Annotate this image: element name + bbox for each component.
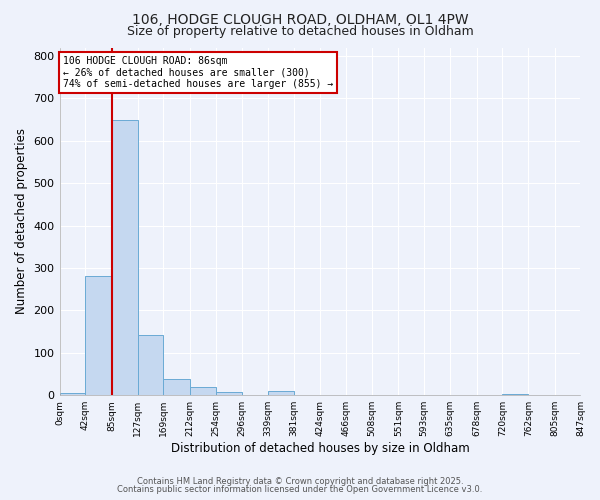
Text: Contains public sector information licensed under the Open Government Licence v3: Contains public sector information licen… xyxy=(118,485,482,494)
Bar xyxy=(163,379,190,395)
Bar xyxy=(85,276,112,395)
Text: Contains HM Land Registry data © Crown copyright and database right 2025.: Contains HM Land Registry data © Crown c… xyxy=(137,477,463,486)
Bar xyxy=(137,334,163,395)
Bar xyxy=(190,386,216,395)
Text: 106, HODGE CLOUGH ROAD, OLDHAM, OL1 4PW: 106, HODGE CLOUGH ROAD, OLDHAM, OL1 4PW xyxy=(131,12,469,26)
Bar xyxy=(112,120,137,395)
Y-axis label: Number of detached properties: Number of detached properties xyxy=(15,128,28,314)
Bar xyxy=(59,393,85,395)
Bar xyxy=(268,391,294,395)
X-axis label: Distribution of detached houses by size in Oldham: Distribution of detached houses by size … xyxy=(170,442,469,455)
Text: 106 HODGE CLOUGH ROAD: 86sqm
← 26% of detached houses are smaller (300)
74% of s: 106 HODGE CLOUGH ROAD: 86sqm ← 26% of de… xyxy=(62,56,333,89)
Bar xyxy=(216,392,242,395)
Text: Size of property relative to detached houses in Oldham: Size of property relative to detached ho… xyxy=(127,25,473,38)
Bar xyxy=(502,394,528,395)
